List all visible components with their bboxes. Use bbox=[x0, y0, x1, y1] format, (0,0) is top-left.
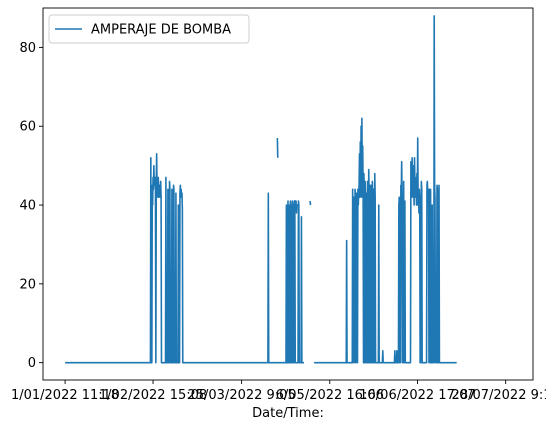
y-tick-label: 0 bbox=[28, 356, 36, 371]
x-axis-label: Date/Time: bbox=[252, 406, 324, 421]
x-tick-label: 1/02/2022 15:08 bbox=[99, 388, 207, 403]
series-line-segment bbox=[65, 153, 305, 364]
series-line-segment bbox=[314, 15, 457, 364]
y-tick-label: 60 bbox=[19, 120, 36, 135]
y-tick-label: 40 bbox=[19, 199, 36, 214]
axes-frame bbox=[42, 7, 534, 381]
legend-label: AMPERAJE DE BOMBA bbox=[91, 23, 231, 38]
x-tick-label: 1/01/2022 11:18 bbox=[11, 388, 119, 403]
series-line-segment bbox=[294, 200, 299, 214]
y-tick-label: 80 bbox=[19, 41, 36, 56]
x-tick-label: 28/07/2022 9:18 bbox=[452, 388, 546, 403]
x-tick-label: 25/03/2022 9:05 bbox=[187, 388, 295, 403]
plot-area bbox=[65, 15, 457, 364]
y-tick-label: 20 bbox=[19, 277, 36, 292]
x-tick-label: 16/06/2022 17:07 bbox=[359, 388, 476, 403]
legend: AMPERAJE DE BOMBA bbox=[48, 14, 250, 44]
x-tick-label: 6/05/2022 16:06 bbox=[276, 388, 384, 403]
legend-box bbox=[48, 14, 250, 44]
